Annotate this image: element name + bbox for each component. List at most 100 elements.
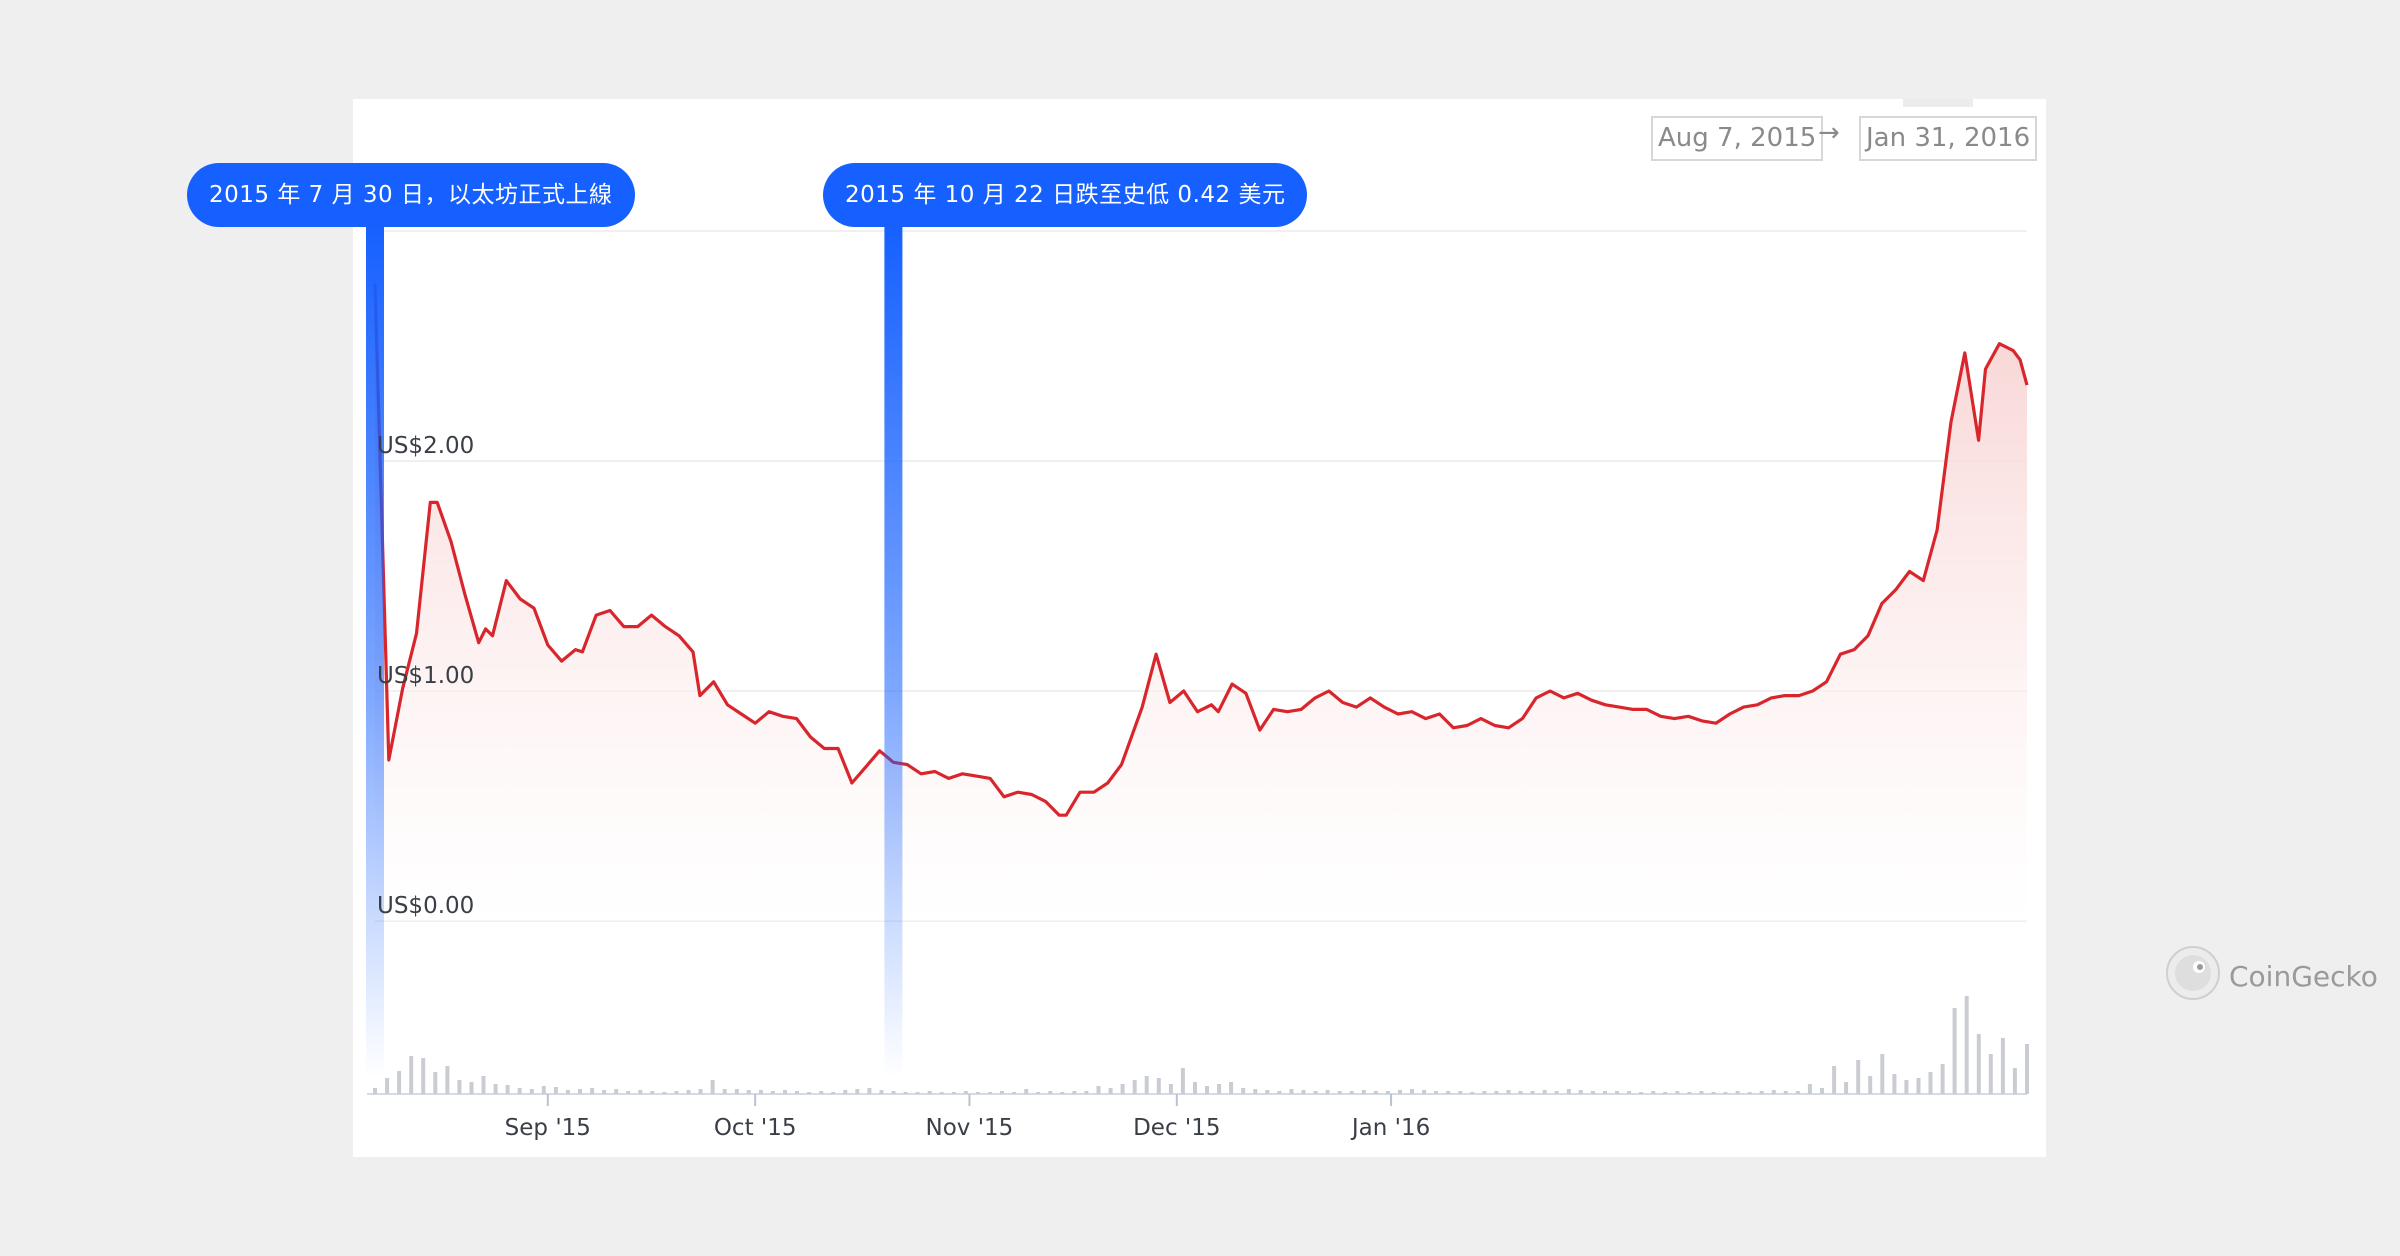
x-tick-label: Sep '15 bbox=[505, 1115, 591, 1141]
volume-bar bbox=[1651, 1091, 1656, 1094]
x-tick-label: Nov '15 bbox=[926, 1115, 1014, 1141]
volume-bar bbox=[445, 1066, 450, 1094]
volume-bar bbox=[674, 1091, 679, 1094]
volume-bar bbox=[1361, 1090, 1366, 1094]
volume-bar bbox=[517, 1088, 522, 1094]
price-line-group bbox=[373, 283, 2029, 817]
volume-bar bbox=[758, 1090, 763, 1094]
volume-bar bbox=[565, 1090, 570, 1094]
volume-bar bbox=[1771, 1090, 1776, 1094]
volume-bar bbox=[795, 1091, 799, 1094]
volume-bar bbox=[1337, 1091, 1342, 1094]
volume-bar bbox=[1832, 1066, 1837, 1094]
volume-bar bbox=[1844, 1082, 1849, 1094]
volume-bar bbox=[1928, 1072, 1933, 1094]
volume-bar bbox=[1012, 1092, 1017, 1094]
volume-bar bbox=[1482, 1091, 1487, 1094]
volume-bar bbox=[1783, 1091, 1788, 1094]
volume-bar bbox=[746, 1090, 751, 1094]
volume-bar bbox=[1301, 1090, 1306, 1094]
volume-bar bbox=[963, 1091, 968, 1094]
volume-bar bbox=[409, 1056, 414, 1094]
volume-bar bbox=[879, 1090, 884, 1094]
volume-bar bbox=[505, 1085, 510, 1094]
volume-bar bbox=[1398, 1090, 1402, 1094]
volume-bar bbox=[1048, 1091, 1053, 1094]
volume-bar bbox=[1880, 1054, 1885, 1094]
event-markers bbox=[366, 225, 903, 1077]
volume-bar bbox=[1566, 1089, 1571, 1094]
volume-bar bbox=[1229, 1082, 1234, 1094]
price-chart: US$0.00 US$1.00 US$2.00 Sep '15 Oct '15 Nov … bbox=[366, 225, 2029, 1141]
volume-bar bbox=[1542, 1090, 1547, 1094]
volume-bar bbox=[2025, 1044, 2029, 1094]
annotation-low: 2015 年 10 月 22 日跌至史低 0.42 美元 bbox=[823, 163, 1308, 227]
volume-bar bbox=[1904, 1080, 1909, 1094]
volume-bar bbox=[939, 1092, 944, 1094]
volume-bar bbox=[1385, 1091, 1390, 1094]
x-tick-label: Jan '16 bbox=[1350, 1115, 1430, 1141]
volume-bar bbox=[722, 1089, 727, 1094]
volume-bar bbox=[1193, 1082, 1197, 1094]
volume-bar bbox=[1410, 1089, 1414, 1094]
volume-bar bbox=[1494, 1091, 1499, 1094]
volume-bar bbox=[602, 1090, 607, 1094]
volume-bar bbox=[1530, 1091, 1535, 1094]
volume-bar bbox=[1687, 1092, 1692, 1094]
volume-bar bbox=[2000, 1038, 2005, 1094]
volume-bar bbox=[1470, 1092, 1475, 1094]
volume-bar bbox=[686, 1090, 691, 1094]
volume-bar bbox=[1000, 1091, 1004, 1094]
start-date-input[interactable]: Aug 7, 2015 bbox=[1651, 116, 1824, 161]
volume-bar bbox=[1422, 1090, 1427, 1094]
volume-bar bbox=[710, 1080, 715, 1094]
end-date-input[interactable]: Jan 31, 2016 bbox=[1859, 116, 2038, 161]
volume-bars bbox=[373, 996, 2029, 1094]
volume-bar bbox=[831, 1092, 836, 1094]
volume-bar bbox=[2012, 1068, 2017, 1094]
arrow-right-icon: → bbox=[1818, 118, 1840, 148]
volume-bar bbox=[1349, 1091, 1354, 1094]
volume-bar bbox=[1060, 1092, 1065, 1094]
volume-bar bbox=[1603, 1091, 1607, 1094]
volume-bar bbox=[807, 1092, 812, 1094]
volume-bar bbox=[578, 1089, 582, 1094]
volume-bar bbox=[1180, 1068, 1185, 1094]
volume-bar bbox=[975, 1092, 980, 1094]
volume-bar bbox=[1856, 1060, 1861, 1094]
volume-bar bbox=[1132, 1080, 1137, 1094]
volume-bar bbox=[1518, 1091, 1523, 1094]
gecko-logo-icon bbox=[2165, 945, 2221, 1008]
volume-bar bbox=[698, 1089, 703, 1094]
volume-bar bbox=[783, 1090, 787, 1094]
volume-bar bbox=[915, 1092, 920, 1094]
volume-bar bbox=[529, 1089, 534, 1094]
volume-bar bbox=[1072, 1091, 1077, 1094]
volume-bar bbox=[1976, 1034, 1981, 1094]
volume-bar bbox=[385, 1078, 390, 1094]
annotation-launch: 2015 年 7 月 30 日，以太坊正式上線 bbox=[187, 163, 635, 227]
volume-bar bbox=[1277, 1091, 1282, 1094]
volume-bar bbox=[1699, 1091, 1704, 1094]
volume-bar bbox=[1313, 1091, 1318, 1094]
volume-bar bbox=[903, 1092, 908, 1094]
volume-bar bbox=[1205, 1086, 1209, 1094]
volume-bar bbox=[1964, 996, 1969, 1094]
volume-bar bbox=[457, 1080, 462, 1094]
volume-bar bbox=[1554, 1091, 1559, 1094]
volume-bar bbox=[433, 1072, 438, 1094]
volume-bar bbox=[1096, 1086, 1101, 1094]
chart-card: US$0.00 US$1.00 US$2.00 Sep '15 Oct '15 Nov … bbox=[353, 99, 2378, 1157]
volume-bar bbox=[662, 1092, 667, 1094]
volume-bar bbox=[1120, 1084, 1125, 1094]
volume-bar bbox=[1892, 1074, 1897, 1094]
volume-bar bbox=[1952, 1008, 1957, 1094]
volume-bar bbox=[1940, 1064, 1945, 1094]
volume-bar bbox=[1506, 1090, 1511, 1094]
event-marker-1 bbox=[366, 225, 384, 1077]
volume-bar bbox=[1458, 1091, 1463, 1094]
volume-bar bbox=[481, 1076, 486, 1094]
volume-bar bbox=[1820, 1088, 1824, 1094]
volume-bar bbox=[1627, 1091, 1632, 1094]
volume-bar bbox=[1084, 1091, 1089, 1094]
